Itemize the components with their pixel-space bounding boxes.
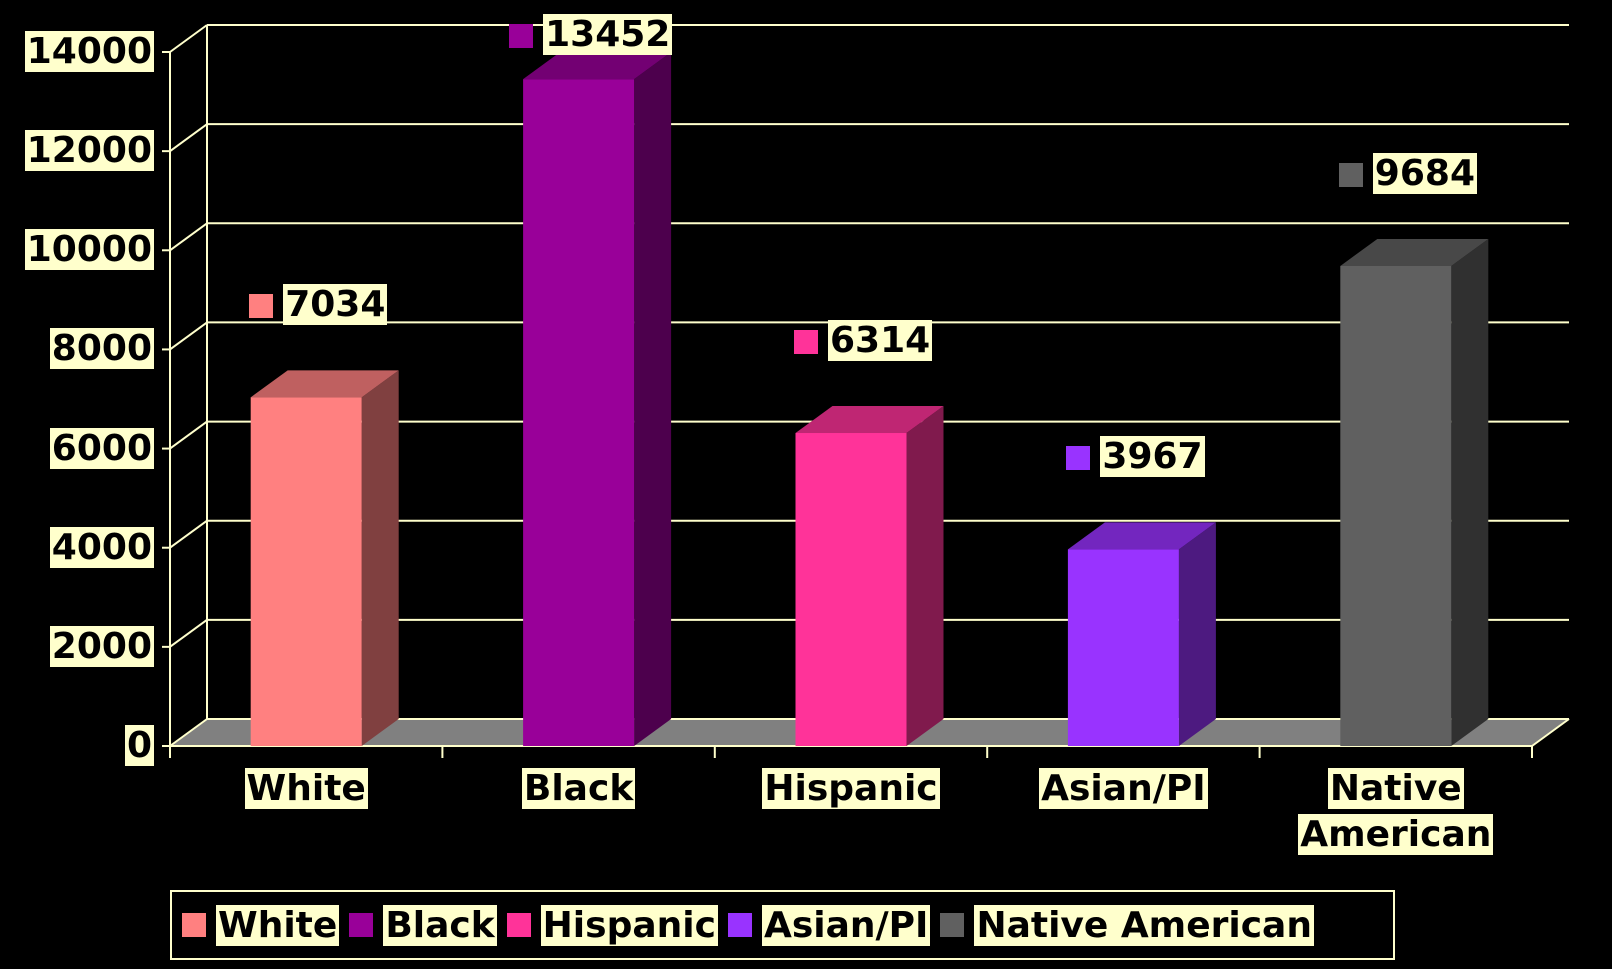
legend-item: Asian/PI [727, 904, 931, 946]
legend-item: Hispanic [506, 904, 718, 946]
x-tick-label: Asian/PI [1039, 768, 1208, 809]
data-label: 3967 [1100, 436, 1205, 478]
y-tick-label: 4000 [49, 526, 154, 568]
legend-label: Native American [974, 904, 1314, 946]
grid-diagonal [169, 519, 208, 549]
bar-side [1451, 238, 1489, 746]
y-tick-label-box: 8000 [49, 326, 154, 372]
y-tick-label-box: 2000 [49, 624, 154, 670]
x-tick-label: Native American [1298, 768, 1494, 855]
x-tick-label-box: Hispanic [731, 766, 971, 812]
y-tick-label-box: 10000 [24, 227, 154, 273]
data-label-box: 6314 [794, 318, 933, 364]
grid-diagonal [169, 24, 208, 53]
bar-top [523, 52, 672, 80]
legend: White Black Hispanic Asian/PI Native America… [170, 890, 1395, 960]
legend-swatch [182, 913, 206, 937]
grid-diagonal [169, 222, 208, 252]
legend-swatch [506, 913, 531, 937]
legend-label: White [216, 904, 340, 946]
x-tick-label-box: Asian/PI [1003, 766, 1243, 812]
legend-label: Asian/PI [761, 904, 931, 946]
legend-item: Black [349, 904, 497, 946]
data-label-box: 7034 [249, 282, 388, 328]
bar-side [634, 52, 672, 746]
bar-top [250, 370, 399, 398]
y-tick-label-box: 14000 [24, 29, 154, 75]
bar-side [1178, 522, 1216, 746]
bar [250, 397, 362, 746]
x-tick-label-box: Native American [1276, 766, 1516, 858]
data-label: 6314 [828, 320, 933, 361]
x-tick-label: Hispanic [762, 768, 940, 809]
data-label-box: 9684 [1338, 151, 1477, 197]
bar-top [1067, 522, 1216, 550]
data-label-swatch [249, 294, 274, 319]
data-label-swatch [1338, 162, 1363, 187]
grid-diagonal [169, 420, 208, 450]
data-label-swatch [509, 24, 534, 48]
data-label-swatch [794, 330, 818, 354]
y-tick-label: 0 [124, 725, 154, 766]
data-label-swatch [1066, 446, 1091, 471]
legend-item: Native American [940, 904, 1314, 946]
bar [795, 433, 907, 746]
y-tick-label-box: 0 [124, 723, 154, 769]
data-label: 13452 [543, 14, 673, 55]
bar [1340, 265, 1452, 746]
legend-swatch [940, 913, 965, 937]
y-tick-label-box: 12000 [24, 128, 154, 174]
bar-top [795, 406, 944, 434]
legend-label: Hispanic [540, 904, 718, 946]
floor-edge [1531, 718, 1570, 747]
legend-item: White [182, 904, 340, 946]
bar [1067, 549, 1179, 746]
bar-side [361, 370, 399, 746]
bar [523, 79, 635, 746]
y-tick-label: 8000 [49, 328, 154, 370]
bar-side [906, 406, 944, 746]
y-tick-label: 2000 [49, 625, 154, 667]
y-tick-label-box: 4000 [49, 525, 154, 571]
x-tick-label: White [244, 768, 368, 809]
x-tick-label-box: White [186, 766, 426, 812]
x-tick-label-box: Black [459, 766, 699, 812]
grid-diagonal [169, 321, 208, 351]
data-label-box: 13452 [509, 12, 673, 58]
bar-top [1340, 238, 1489, 266]
x-tick-label: Black [521, 768, 636, 809]
y-tick-label: 14000 [24, 31, 154, 72]
legend-swatch [727, 913, 752, 937]
grid-diagonal [169, 718, 208, 747]
grid-diagonal [169, 123, 208, 152]
legend-swatch [349, 913, 374, 937]
y-tick-label: 6000 [49, 427, 154, 469]
data-label-box: 3967 [1066, 434, 1205, 480]
data-label: 7034 [283, 284, 388, 326]
legend-label: Black [383, 904, 497, 946]
y-tick-label: 12000 [24, 130, 154, 172]
data-label: 9684 [1372, 152, 1477, 194]
y-tick-label-box: 6000 [49, 426, 154, 472]
y-tick-label: 10000 [24, 229, 154, 271]
grid-diagonal [169, 619, 208, 648]
